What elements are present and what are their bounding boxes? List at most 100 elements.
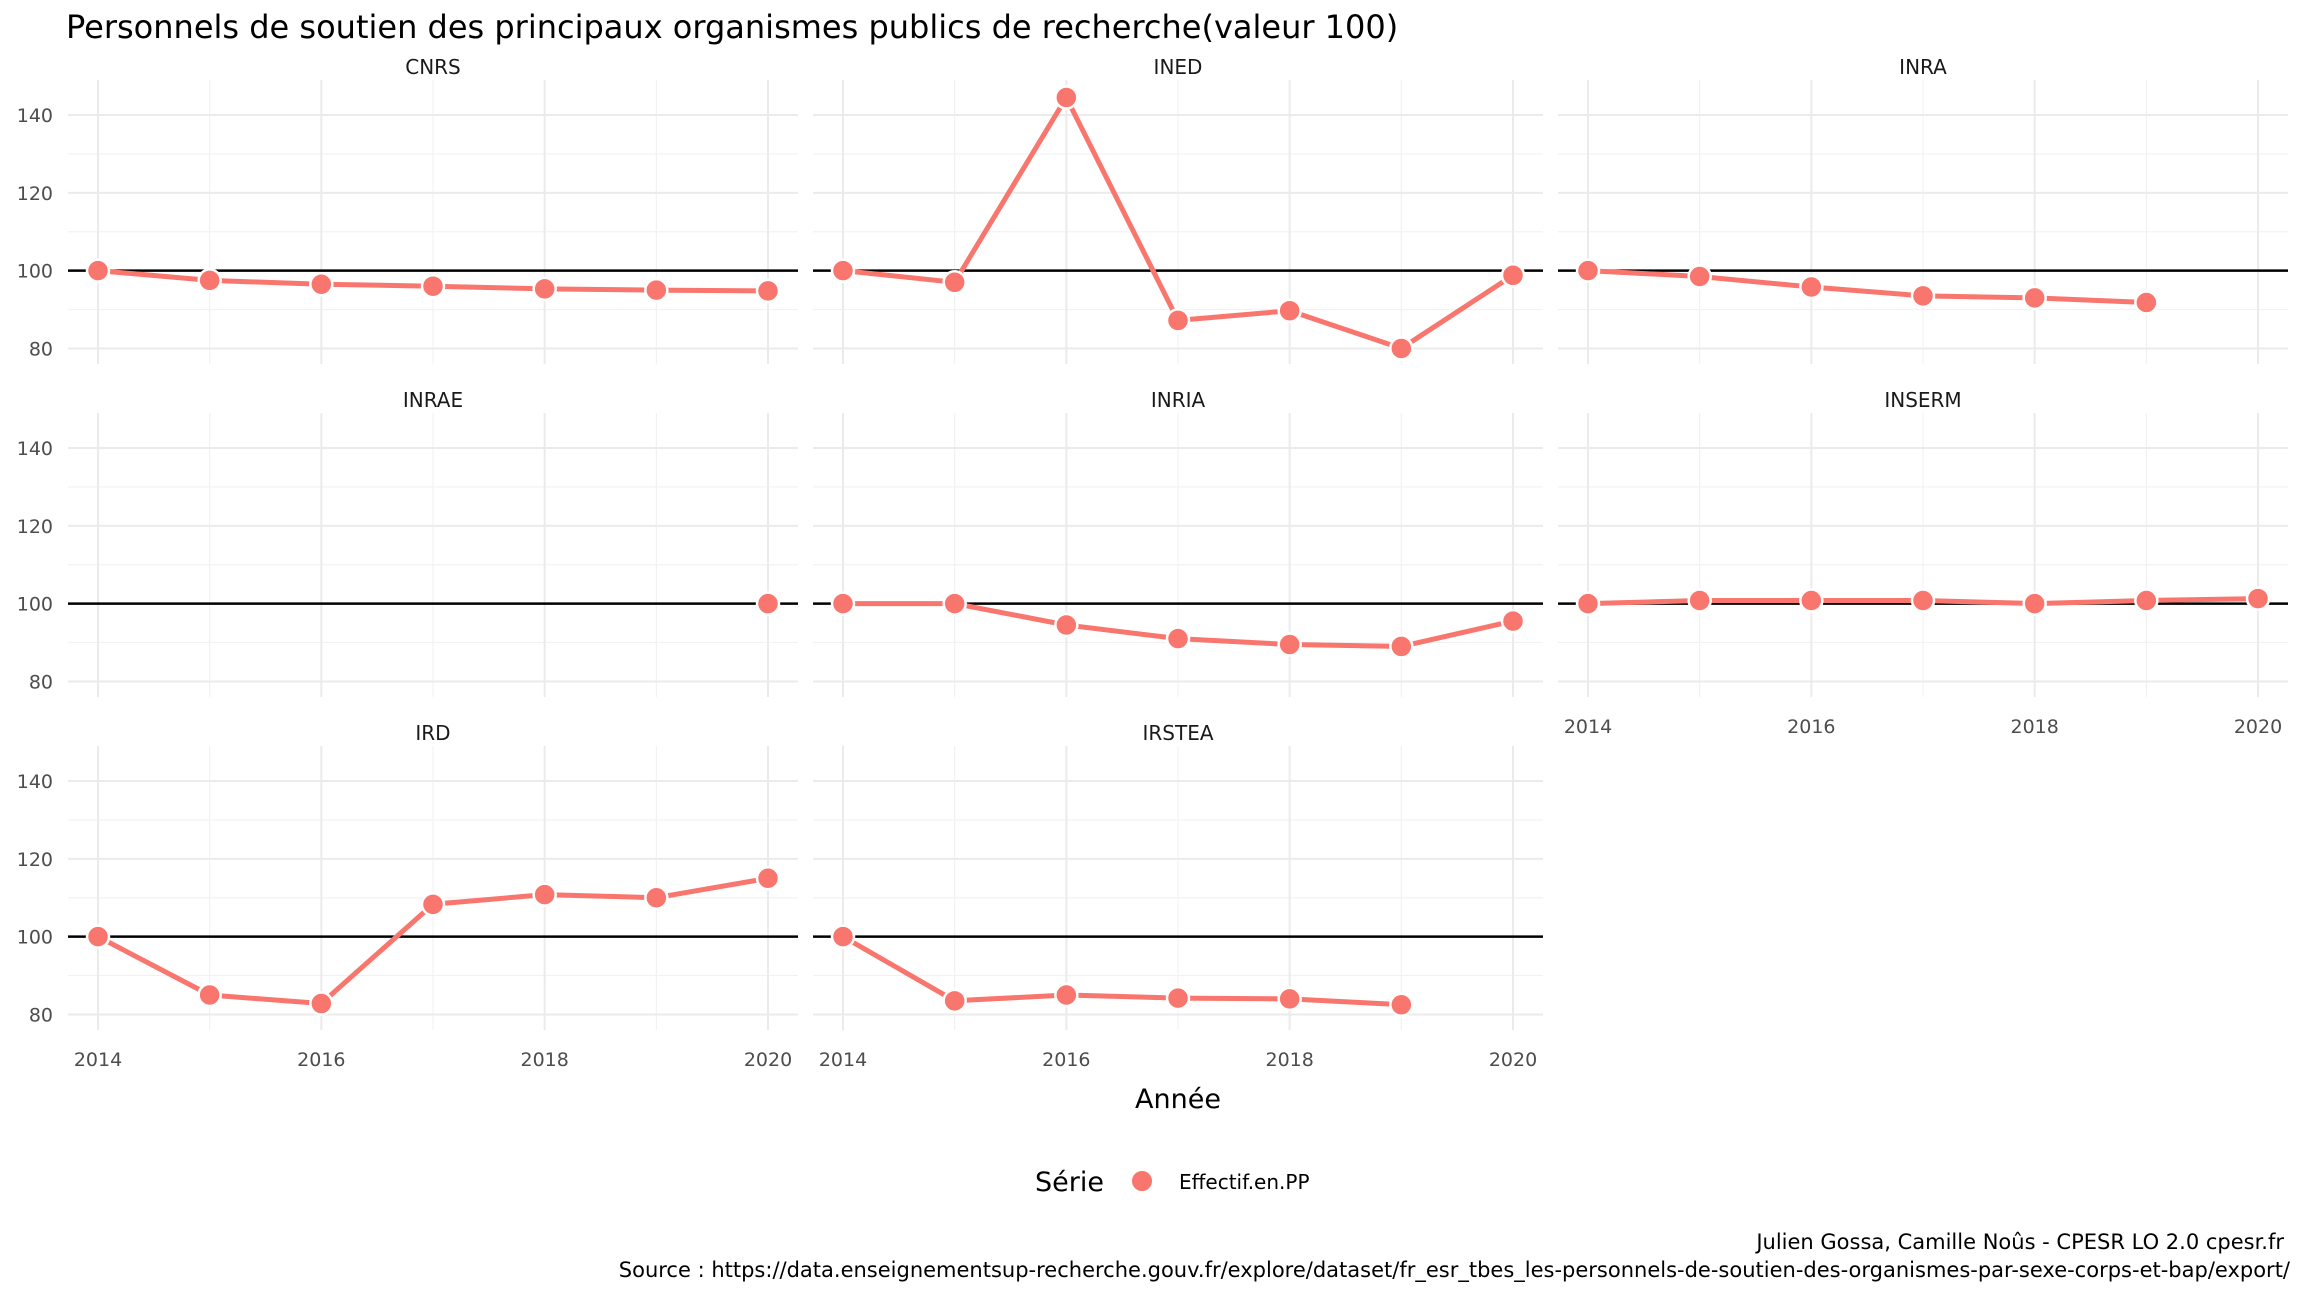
- data-point: [1687, 588, 1712, 613]
- data-point: [85, 924, 111, 949]
- panel-ird: IRD 80 100 120 140 2014 2016 2018 2020: [17, 721, 798, 1071]
- x-tick-label: 2016: [1787, 716, 1835, 738]
- y-tick-label: 100: [17, 594, 53, 616]
- data-point: [197, 268, 222, 293]
- y-tick-label: 120: [17, 183, 53, 205]
- legend-label: Effectif.en.PP: [1179, 1170, 1310, 1194]
- data-point: [2022, 285, 2047, 311]
- y-tick-label: 140: [17, 771, 53, 793]
- data-point: [1054, 982, 1079, 1008]
- chart-title: Personnels de soutien des principaux org…: [66, 8, 1398, 46]
- data-point: [1910, 283, 1936, 309]
- data-point: [644, 277, 669, 303]
- panel-ined: INED: [813, 55, 1543, 364]
- data-point: [2134, 588, 2159, 613]
- y-tick-label: 80: [29, 338, 53, 360]
- panel-inria: INRIA: [813, 388, 1543, 697]
- data-point: [1054, 612, 1079, 638]
- x-tick-label: 2014: [74, 1049, 122, 1071]
- panel-strip-label: INED: [1154, 55, 1203, 79]
- x-tick-label: 2016: [297, 1049, 345, 1071]
- data-point: [532, 276, 557, 302]
- data-point: [1910, 588, 1936, 613]
- y-tick-label: 80: [29, 1004, 53, 1026]
- data-point: [2245, 586, 2271, 611]
- x-axis-title: Année: [1135, 1084, 1221, 1115]
- data-point: [1165, 626, 1191, 651]
- data-point: [1799, 588, 1824, 613]
- data-point: [1575, 258, 1601, 283]
- data-point: [830, 924, 856, 949]
- data-point: [942, 988, 967, 1014]
- data-point: [1500, 263, 1526, 288]
- caption-source: Source : https://data.enseignementsup-re…: [619, 1258, 2291, 1283]
- panel-strip-label: INRAE: [403, 388, 463, 412]
- data-point: [1389, 992, 1414, 1017]
- panel-strip-label: CNRS: [405, 55, 461, 79]
- data-point: [1277, 632, 1302, 657]
- panel-strip-label: INSERM: [1884, 388, 1961, 412]
- data-point: [197, 982, 222, 1008]
- data-point: [309, 271, 334, 297]
- data-point: [309, 991, 334, 1016]
- data-point: [2022, 591, 2047, 616]
- data-point: [1054, 85, 1079, 110]
- y-tick-label: 140: [17, 438, 53, 460]
- y-tick-label: 80: [29, 671, 53, 693]
- y-tick-label: 100: [17, 927, 53, 949]
- data-point: [942, 591, 967, 616]
- panel-strip-label: INRA: [1899, 55, 1947, 79]
- series-line-irstea: [841, 934, 1402, 1008]
- data-point: [1389, 336, 1414, 361]
- series-line-inra: [1587, 268, 2147, 305]
- data-point: [2134, 290, 2159, 315]
- x-tick-label: 2016: [1042, 1049, 1090, 1071]
- caption-credits: Julien Gossa, Camille Noûs - CPESR LO 2.…: [1754, 1230, 2284, 1254]
- panel-inrae: INRAE 80 100 120 140: [17, 388, 798, 697]
- x-tick-label: 2018: [2010, 716, 2058, 738]
- data-point: [85, 258, 111, 283]
- y-tick-label: 120: [17, 516, 53, 538]
- data-point: [1165, 308, 1191, 333]
- data-point: [1575, 591, 1601, 616]
- panel-inra: INRA: [1558, 55, 2288, 364]
- legend: Série Effectif.en.PP: [1035, 1167, 1310, 1198]
- legend-title: Série: [1035, 1167, 1104, 1198]
- data-point: [1277, 298, 1302, 323]
- x-tick-label: 2020: [2234, 716, 2282, 738]
- data-point: [1389, 634, 1414, 659]
- data-point: [644, 885, 669, 910]
- x-tick-label: 2020: [744, 1049, 792, 1071]
- data-point: [1799, 274, 1824, 300]
- panel-strip-label: IRSTEA: [1142, 721, 1213, 745]
- panel-strip-label: IRD: [415, 721, 450, 745]
- x-tick-label: 2014: [1564, 716, 1612, 738]
- y-tick-label: 100: [17, 261, 53, 283]
- y-tick-label: 140: [17, 105, 53, 127]
- data-point: [755, 591, 781, 616]
- data-point: [755, 866, 781, 891]
- data-point: [830, 591, 856, 616]
- data-point: [532, 882, 557, 907]
- x-tick-label: 2018: [520, 1049, 568, 1071]
- data-point: [1500, 608, 1526, 634]
- data-point: [830, 258, 856, 283]
- x-tick-label: 2020: [1489, 1049, 1537, 1071]
- legend-key-marker: [1130, 1169, 1154, 1193]
- data-point: [420, 273, 446, 299]
- x-tick-label: 2014: [819, 1049, 867, 1071]
- panel-strip-label: INRIA: [1151, 388, 1206, 412]
- data-point: [1165, 985, 1191, 1011]
- panel-cnrs: CNRS 80 100 120 140: [17, 55, 798, 364]
- data-point: [420, 892, 446, 917]
- data-point: [755, 278, 781, 304]
- panel-irstea: IRSTEA 2014 2016 2018 2020: [813, 721, 1543, 1071]
- data-point: [942, 270, 967, 295]
- data-point: [1687, 264, 1712, 289]
- y-tick-label: 120: [17, 849, 53, 871]
- x-tick-label: 2018: [1265, 1049, 1313, 1071]
- panel-inserm: INSERM 2014 2016 2018 2020: [1558, 388, 2288, 738]
- data-point: [1277, 986, 1302, 1012]
